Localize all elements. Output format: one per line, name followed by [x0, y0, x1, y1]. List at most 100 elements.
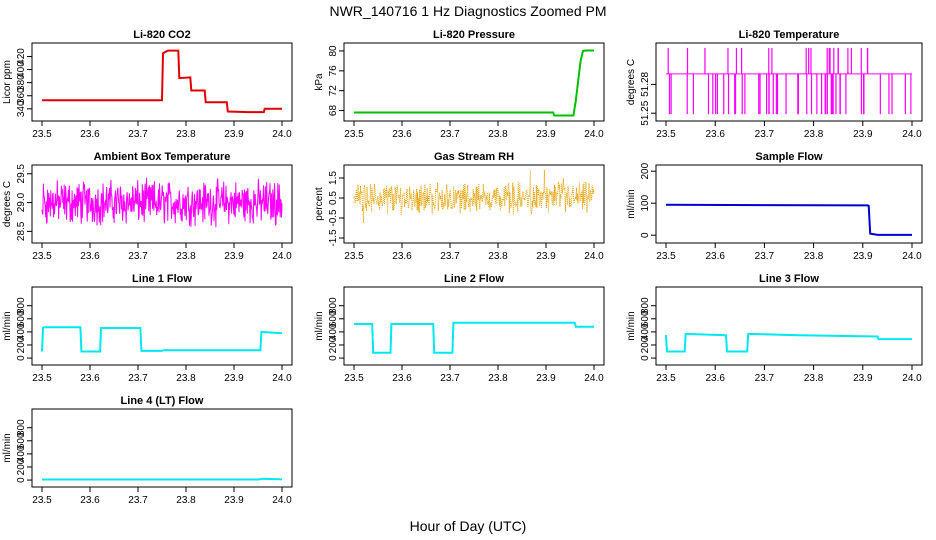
x-tick-label: 23.8	[176, 495, 196, 506]
x-tick-label: 23.9	[536, 373, 556, 384]
x-tick-label: 23.5	[344, 373, 364, 384]
y-tick-label: 1.5	[328, 171, 339, 185]
x-tick-label: 23.8	[176, 251, 196, 262]
x-tick-label: 24.0	[272, 495, 292, 506]
y-tick-label: 600	[328, 310, 339, 327]
data-line	[665, 332, 912, 353]
y-tick-label: 400	[16, 61, 27, 78]
y-tick-label: 400	[16, 323, 27, 340]
y-tick-label: 600	[640, 310, 651, 327]
x-tick-label: 23.7	[755, 373, 775, 384]
panel-title: Ambient Box Temperature	[94, 151, 231, 163]
y-axis-label: ml/min	[626, 311, 637, 340]
panel-title: Li-820 Temperature	[739, 29, 840, 41]
panel-title: Line 4 (LT) Flow	[121, 395, 204, 407]
y-tick-label: 29.0	[16, 192, 27, 212]
y-axis-label: ml/min	[2, 433, 13, 462]
y-tick-label: 600	[16, 432, 27, 449]
y-tick-label: -1.5	[328, 229, 339, 247]
data-line	[42, 477, 283, 481]
y-tick-label: 0.5	[328, 191, 339, 205]
y-tick-label: 76	[328, 65, 339, 77]
x-tick-label: 23.8	[176, 373, 196, 384]
y-tick-label: 72	[328, 85, 339, 97]
x-tick-label: 23.9	[224, 495, 244, 506]
chart-panel: Li-820 CO2 Licor ppm 23.5 23.6 23.7 23.8 23.9 2…	[2, 29, 293, 140]
x-tick-label: 23.6	[705, 129, 725, 140]
x-tick-label: 24.0	[902, 129, 922, 140]
x-tick-label: 24.0	[584, 373, 604, 384]
plot-frame	[31, 164, 293, 244]
y-tick-label: 200	[640, 336, 651, 353]
y-axis-label: percent	[314, 187, 325, 221]
x-tick-label: 23.7	[440, 373, 460, 384]
panel-title: Gas Stream RH	[434, 151, 514, 163]
data-line	[665, 203, 912, 236]
data-line	[42, 49, 282, 114]
x-tick-label: 23.7	[440, 129, 460, 140]
y-tick-label: 80	[328, 45, 339, 57]
y-tick-label: 0	[640, 232, 651, 238]
x-tick-label: 23.5	[344, 251, 364, 262]
chart-panel: Ambient Box Temperature degrees C 23.5 23.6…	[2, 151, 293, 262]
plot-frame	[31, 408, 293, 488]
x-tick-label: 24.0	[272, 373, 292, 384]
panel-title: Li-820 CO2	[133, 29, 190, 41]
y-tick-label: 51.28	[640, 71, 651, 96]
y-tick-label: 600	[16, 310, 27, 327]
x-tick-label: 23.7	[440, 251, 460, 262]
y-tick-label: 360	[16, 87, 27, 104]
panel-title: Sample Flow	[755, 151, 823, 163]
plot-frame	[31, 286, 293, 366]
plot-frame	[655, 286, 923, 366]
y-axis-label: ml/min	[314, 311, 325, 340]
plot-frame	[343, 42, 605, 122]
data-line	[354, 49, 594, 117]
x-tick-label: 23.9	[224, 373, 244, 384]
y-tick-label: 800	[328, 297, 339, 314]
y-tick-label: 0	[640, 355, 651, 361]
chart-panel: Line 2 Flow ml/min 23.5 23.6 23.7 23.8 23.9 24.…	[314, 273, 605, 384]
y-tick-label: 51.25	[640, 100, 651, 125]
y-axis-label: Licor ppm	[2, 60, 13, 104]
plot-frame	[343, 286, 605, 366]
x-tick-label: 23.9	[536, 129, 556, 140]
x-tick-label: 23.8	[804, 251, 824, 262]
x-tick-label: 24.0	[584, 251, 604, 262]
chart-panel: Line 3 Flow ml/min 23.5 23.6 23.7 23.8 23.9 24.…	[626, 273, 923, 384]
chart-panel: Line 4 (LT) Flow ml/min 23.5 23.6 23.7 23.8 23…	[2, 395, 293, 506]
chart-panel: Gas Stream RH percent 23.5 23.6 23.7 23.8 23.9…	[314, 151, 605, 262]
y-tick-label: 400	[16, 445, 27, 462]
x-tick-label: 23.6	[392, 129, 412, 140]
y-tick-label: 400	[640, 323, 651, 340]
data-line	[41, 326, 283, 353]
y-tick-label: 800	[16, 419, 27, 436]
x-tick-label: 24.0	[902, 373, 922, 384]
x-tick-label: 24.0	[584, 129, 604, 140]
x-tick-label: 23.8	[804, 129, 824, 140]
x-tick-label: 23.5	[32, 129, 52, 140]
x-tick-label: 23.8	[488, 251, 508, 262]
x-tick-label: 23.6	[80, 129, 100, 140]
x-tick-label: 23.7	[755, 251, 775, 262]
y-tick-label: 420	[16, 48, 27, 65]
x-tick-label: 23.7	[128, 373, 148, 384]
x-tick-label: 23.6	[705, 251, 725, 262]
x-tick-label: 23.6	[80, 373, 100, 384]
data-line	[354, 321, 594, 354]
y-tick-label: -0.5	[328, 209, 339, 227]
y-tick-label: 68	[328, 105, 339, 117]
y-tick-label: 800	[16, 297, 27, 314]
x-tick-label: 23.9	[853, 129, 873, 140]
panel-title: Line 1 Flow	[132, 273, 192, 285]
x-tick-label: 23.9	[224, 251, 244, 262]
figure-x-axis-label: Hour of Day (UTC)	[410, 518, 527, 534]
data-line	[353, 169, 595, 224]
data-line	[41, 177, 283, 228]
x-tick-label: 23.6	[80, 495, 100, 506]
x-tick-label: 23.7	[128, 129, 148, 140]
x-tick-label: 23.8	[176, 129, 196, 140]
y-axis-label: degrees C	[2, 181, 13, 227]
x-tick-label: 23.6	[392, 251, 412, 262]
